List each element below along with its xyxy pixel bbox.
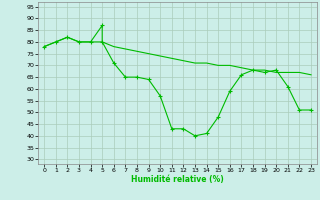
X-axis label: Humidité relative (%): Humidité relative (%) [131,175,224,184]
